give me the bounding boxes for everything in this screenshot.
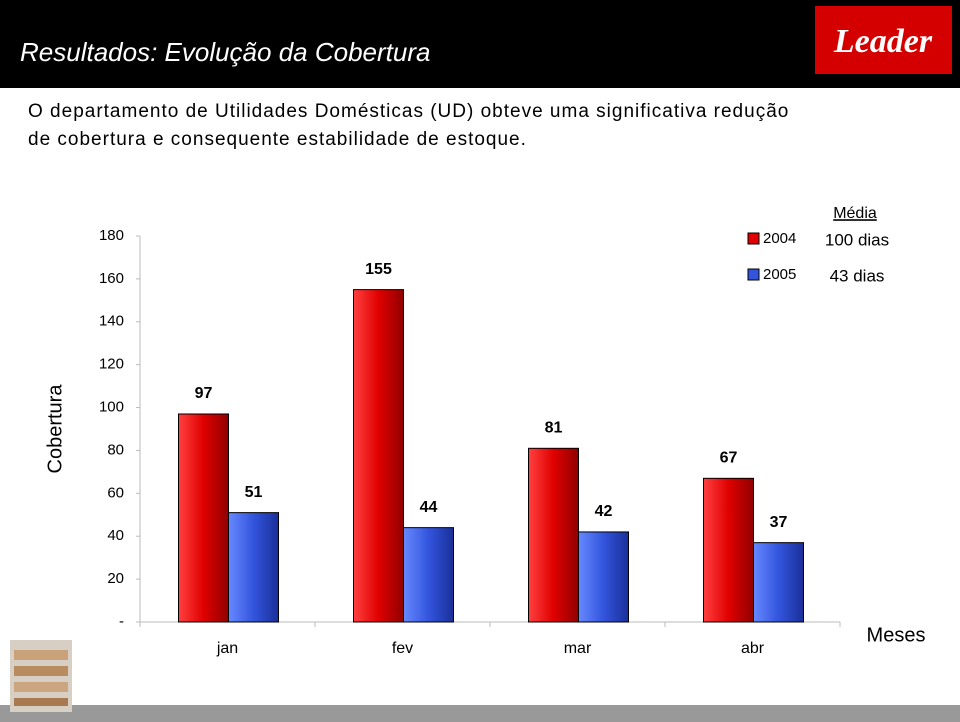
- bar: [403, 527, 454, 623]
- legend-swatch: [747, 232, 760, 245]
- legend-title: Média: [833, 205, 877, 222]
- x-tick-label: abr: [741, 640, 765, 657]
- data-label: 81: [545, 420, 563, 437]
- logo-box: [815, 6, 952, 74]
- photo: [10, 640, 72, 712]
- y-tick-label: 60: [107, 484, 124, 501]
- legend-note: 100 dias: [825, 230, 889, 249]
- body-text: O departamento de Utilidades Domésticas …: [28, 101, 789, 122]
- bar: [228, 512, 279, 623]
- y-tick-label: 100: [99, 399, 124, 416]
- bar: [578, 531, 629, 623]
- legend-label: 2005: [763, 266, 796, 283]
- y-axis-label: Cobertura: [44, 384, 66, 474]
- x-tick-label: mar: [564, 640, 592, 657]
- data-label: 37: [770, 514, 788, 531]
- bar: [753, 542, 804, 623]
- y-tick-label: 20: [107, 570, 124, 587]
- data-label: 97: [195, 385, 213, 402]
- y-tick-label: 140: [99, 313, 124, 330]
- logo: Leader: [833, 23, 933, 60]
- slide-title: Resultados: Evolução da Cobertura: [20, 37, 430, 67]
- bar: [353, 289, 404, 623]
- data-label: 42: [595, 503, 613, 520]
- data-label: 67: [720, 450, 738, 467]
- legend-label: 2004: [763, 230, 796, 247]
- y-tick-label: -: [119, 613, 124, 630]
- y-tick-label: 80: [107, 441, 124, 458]
- y-tick-label: 40: [107, 527, 124, 544]
- legend-note: 43 dias: [830, 266, 885, 285]
- y-tick-label: 120: [99, 356, 124, 373]
- bar: [528, 447, 579, 623]
- footer-bar: [0, 705, 960, 722]
- x-tick-label: jan: [216, 640, 238, 657]
- x-tick-label: fev: [392, 640, 413, 657]
- x-axis-label: Meses: [867, 624, 926, 646]
- header-bar: [0, 0, 960, 88]
- bar: [178, 413, 229, 623]
- bar: [703, 477, 754, 623]
- data-label: 51: [245, 484, 263, 501]
- body-text: de cobertura e consequente estabilidade …: [28, 129, 527, 150]
- data-label: 44: [420, 499, 438, 516]
- y-tick-label: 160: [99, 270, 124, 287]
- y-tick-label: 180: [99, 227, 124, 244]
- legend-swatch: [747, 268, 760, 281]
- data-label: 155: [365, 261, 392, 278]
